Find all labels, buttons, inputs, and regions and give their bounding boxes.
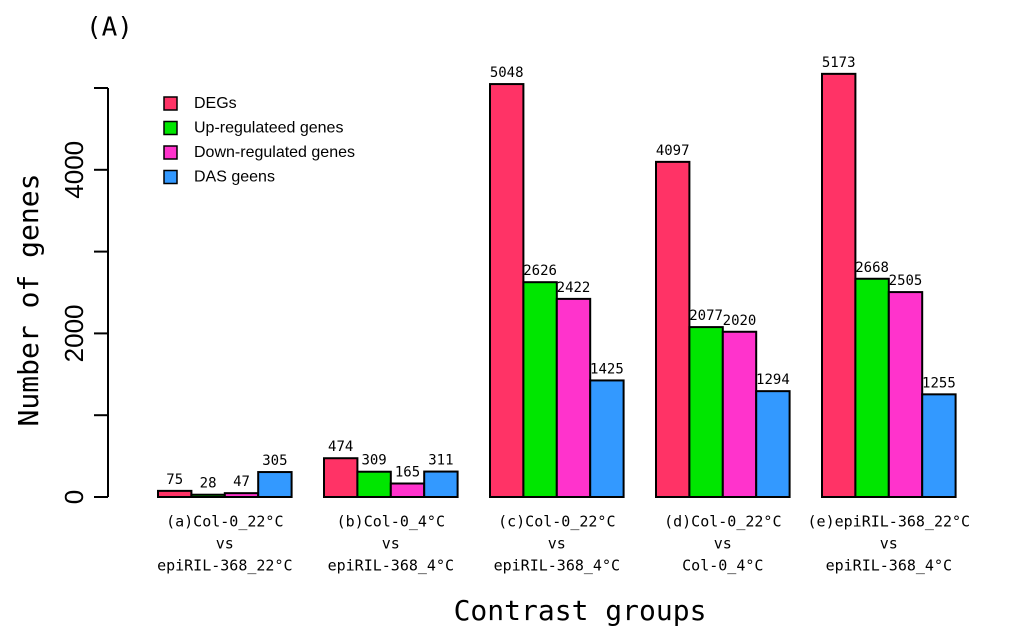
bar	[921, 393, 957, 498]
bar	[721, 330, 758, 498]
x-tick-label: vs	[880, 535, 898, 553]
x-tick-label: vs	[216, 535, 234, 553]
value-label: 2020	[723, 313, 757, 329]
x-tick-label: (b)Col-0_4°C	[337, 513, 445, 531]
legend-swatch	[163, 169, 178, 185]
bar	[887, 291, 924, 498]
y-tick-label: 2000	[59, 304, 89, 362]
value-label: 4097	[656, 143, 690, 159]
x-tick-label: (d)Col-0_22°C	[664, 513, 781, 531]
bar	[589, 379, 625, 498]
bar	[157, 489, 193, 498]
value-label: 305	[262, 453, 287, 469]
value-label: 1255	[922, 375, 956, 391]
bar	[323, 457, 359, 499]
x-tick-label: vs	[382, 535, 400, 553]
value-label: 5048	[490, 65, 524, 81]
bar	[522, 281, 558, 498]
value-label: 2668	[855, 260, 889, 276]
legend-swatch	[163, 96, 178, 111]
value-label: 311	[428, 453, 453, 469]
value-label: 2077	[689, 308, 723, 324]
value-label: 5173	[822, 55, 856, 71]
value-label: 47	[233, 474, 250, 490]
x-tick-label: Col-0_4°C	[682, 557, 763, 575]
legend-label: Down-regulated genes	[194, 144, 355, 161]
panel-label: (A)	[86, 13, 133, 43]
value-label: 1294	[756, 372, 790, 388]
value-label: 28	[200, 476, 217, 492]
x-tick-label: epiRIL-368_4°C	[328, 557, 454, 575]
bar	[356, 470, 392, 498]
bar	[190, 493, 226, 498]
legend-label: DEGs	[194, 95, 237, 112]
bar	[688, 326, 724, 499]
value-label: 2505	[889, 273, 923, 289]
value-label: 2626	[523, 263, 557, 279]
x-tick-label: epiRIL-368_4°C	[826, 557, 952, 575]
value-label: 2422	[557, 280, 591, 296]
bar	[389, 482, 426, 498]
bar	[489, 83, 525, 498]
value-label: 75	[166, 472, 183, 488]
bar	[821, 72, 857, 498]
x-tick-label: (a)Col-0_22°C	[166, 513, 283, 531]
value-label: 1425	[590, 361, 624, 377]
x-tick-label: (c)Col-0_22°C	[498, 513, 615, 531]
y-tick-label: 4000	[59, 141, 89, 199]
value-label: 474	[328, 439, 353, 455]
y-tick-label: 0	[59, 490, 89, 504]
bar	[223, 492, 260, 498]
y-axis-label: Number of genes	[12, 174, 45, 427]
bar	[555, 297, 592, 498]
legend-swatch	[163, 145, 178, 160]
value-label: 165	[395, 465, 420, 481]
x-axis-label: Contrast groups	[454, 594, 707, 627]
bar	[755, 390, 791, 498]
legend-label: DAS geens	[194, 169, 275, 186]
x-tick-label: epiRIL-368_22°C	[157, 557, 292, 575]
x-tick-label: vs	[548, 535, 566, 553]
bar	[423, 470, 459, 499]
legend-label: Up-regulateed genes	[194, 120, 343, 137]
value-label: 309	[361, 453, 386, 469]
x-tick-label: vs	[714, 535, 732, 553]
bar	[257, 471, 293, 498]
x-tick-label: epiRIL-368_4°C	[494, 557, 620, 575]
x-tick-label: (e)epiRIL-368_22°C	[808, 513, 971, 531]
bar	[854, 277, 890, 498]
legend-swatch	[163, 120, 178, 136]
bar	[655, 160, 691, 499]
